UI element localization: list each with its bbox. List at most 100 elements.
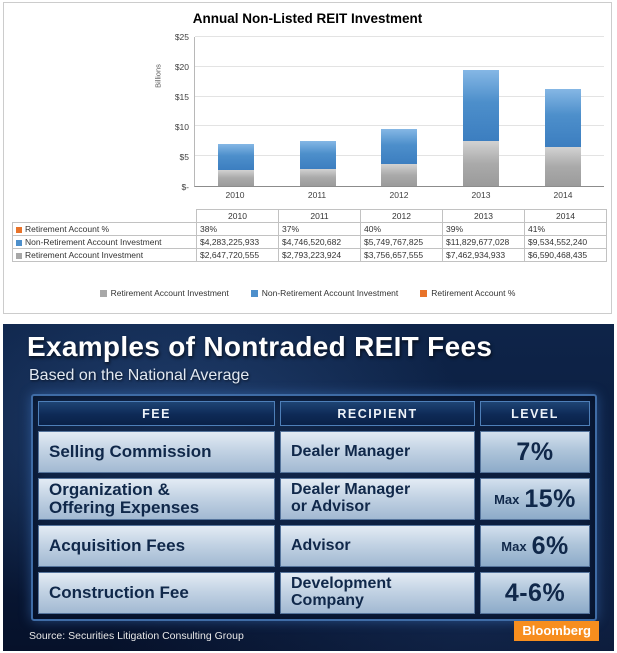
fees-header-level: LEVEL [480, 401, 590, 426]
bar-column-2013 [440, 37, 522, 186]
value-cell: 41% [524, 222, 607, 236]
level-value: 6% [531, 531, 569, 560]
fee-cell: Construction Fee [38, 572, 275, 614]
stacked-bar-2012 [381, 129, 418, 186]
chart-legend: Retirement Account Investment Non-Retirem… [4, 288, 611, 298]
x-tick-label: 2012 [389, 190, 409, 200]
y-tick-label: $15 [174, 92, 189, 102]
recipient-cell: Development Company [280, 572, 475, 614]
level-max-prefix: Max [494, 491, 520, 507]
series-marker [16, 226, 22, 233]
retirement-segment [381, 163, 418, 186]
x-tick-label: 2011 [307, 190, 327, 200]
stacked-bar-2011 [299, 140, 336, 186]
chart-title: Annual Non-Listed REIT Investment [192, 11, 423, 26]
stacked-bar-2010 [217, 144, 254, 186]
recipient-cell: Dealer Manager or Advisor [280, 478, 475, 520]
y-tick-label: $20 [174, 62, 189, 72]
table-row: Retirement Account Investment $2,647,720,… [12, 248, 607, 262]
retirement-segment [463, 141, 500, 186]
year-header-cell: 2010 [196, 209, 279, 223]
fees-table-frame: FEE RECIPIENT LEVEL Selling Commission Deale… [31, 394, 597, 621]
non-retirement-segment [463, 70, 500, 142]
legend-item: Retirement Account % [420, 288, 515, 298]
gridline [195, 36, 604, 37]
year-header-cell: 2014 [524, 209, 607, 223]
table-corner-cell [13, 210, 197, 223]
year-header-cell: 2012 [360, 209, 443, 223]
fee-cell: Acquisition Fees [38, 525, 275, 567]
value-cell: $5,749,767,825 [360, 235, 443, 249]
fees-header-fee: FEE [38, 401, 275, 426]
level-max-prefix: Max [501, 538, 527, 554]
legend-label: Non-Retirement Account Investment [261, 288, 399, 298]
row-label-text: Non-Retirement Account Investment [25, 237, 162, 247]
row-label-text: Retirement Account Investment [25, 250, 144, 260]
level-cell: Max 15% [480, 478, 590, 520]
row-label-cell: Retirement Account Investment [12, 248, 197, 262]
legend-label: Retirement Account % [431, 288, 516, 298]
year-header-cell: 2011 [278, 209, 361, 223]
chart-data-table: 2010 2011 2012 2013 2014 Retirement Account %… [12, 209, 607, 262]
legend-swatch [99, 289, 107, 297]
retirement-segment [545, 146, 582, 186]
value-cell: $7,462,934,933 [442, 248, 525, 262]
row-label-cell: Non-Retirement Account Investment [12, 235, 197, 249]
fees-panel: Examples of Nontraded REIT Fees Based on… [3, 324, 614, 651]
bar-column-2014 [522, 37, 604, 186]
value-cell: 40% [360, 222, 443, 236]
value-cell: $4,746,520,682 [278, 235, 361, 249]
value-cell: $6,590,468,435 [524, 248, 607, 262]
retirement-segment [217, 170, 254, 186]
level-value: 7% [516, 437, 554, 466]
bar-column-2010 [195, 37, 277, 186]
gridline [195, 95, 604, 97]
fees-table: FEE RECIPIENT LEVEL Selling Commission Deale… [38, 401, 590, 614]
gridline [195, 125, 604, 127]
y-axis-title-text: Billions [153, 64, 163, 88]
x-tick-label: 2010 [225, 190, 245, 200]
value-cell: $4,283,225,933 [196, 235, 279, 249]
table-row: Retirement Account % 38% 37% 40% 39% 41% [12, 222, 607, 236]
fees-subtitle: Based on the National Average [29, 367, 250, 384]
series-marker [16, 252, 22, 259]
x-axis-labels: 2010 2011 2012 2013 2014 [194, 187, 604, 203]
y-tick-label: $- [181, 182, 189, 192]
x-tick-label: 2013 [471, 190, 491, 200]
fees-title: Examples of Nontraded REIT Fees [27, 331, 493, 362]
value-cell: $3,756,657,555 [360, 248, 443, 262]
y-axis-ticks: $25 $20 $15 $10 $5 $- [164, 32, 194, 192]
stacked-bar-2013 [463, 70, 500, 186]
bar-column-2011 [277, 37, 359, 186]
non-retirement-segment [381, 129, 418, 164]
y-axis-title: Billions [152, 37, 164, 187]
y-tick-label: $25 [174, 32, 189, 42]
table-header-row: 2010 2011 2012 2013 2014 [13, 209, 607, 223]
legend-swatch [420, 289, 428, 297]
chart-plot [194, 36, 604, 187]
recipient-cell: Advisor [280, 525, 475, 567]
level-cell: Max 6% [480, 525, 590, 567]
value-cell: 39% [442, 222, 525, 236]
level-value: 15% [524, 484, 576, 513]
legend-swatch [250, 289, 258, 297]
stacked-bar-2014 [545, 89, 582, 186]
series-marker [16, 239, 22, 246]
legend-item: Retirement Account Investment [99, 288, 229, 298]
value-cell: 37% [278, 222, 361, 236]
non-retirement-segment [299, 140, 336, 170]
value-cell: $11,829,677,028 [442, 235, 525, 249]
fee-cell: Selling Commission [38, 431, 275, 473]
value-cell: $2,793,223,924 [278, 248, 361, 262]
y-tick-label: $5 [179, 152, 189, 162]
legend-label: Retirement Account Investment [110, 288, 229, 298]
chart-area: Billions $25 $20 $15 $10 $5 $- 2010 2011 2012 20… [152, 32, 604, 203]
value-cell: 38% [196, 222, 279, 236]
non-retirement-segment [545, 89, 582, 147]
bars-layer [195, 37, 604, 186]
source-note: Source: Securities Litigation Consulting… [29, 630, 244, 642]
x-tick-label: 2014 [553, 190, 573, 200]
chart-plot-row: Billions $25 $20 $15 $10 $5 $- [152, 32, 604, 192]
bloomberg-logo: Bloomberg [514, 621, 599, 641]
